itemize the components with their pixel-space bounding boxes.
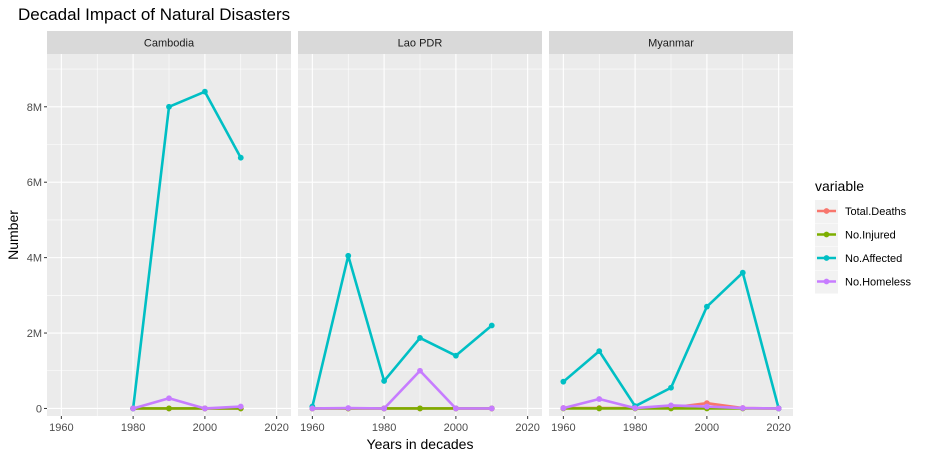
facet-strip — [47, 31, 291, 54]
facet-label: Myanmar — [648, 38, 694, 50]
data-point-no-affected — [668, 384, 674, 391]
y-tick-label: 0 — [36, 403, 42, 415]
data-point-no-homeless — [309, 405, 316, 412]
x-tick-label: 1960 — [49, 422, 73, 434]
data-point-no-homeless — [668, 402, 674, 409]
legend-label: No.Injured — [845, 230, 896, 242]
facet-strip — [298, 31, 542, 54]
y-tick-label: 8M — [27, 102, 42, 114]
data-point-no-homeless — [596, 396, 603, 402]
x-tick-label: 1960 — [300, 422, 324, 434]
facet-label: Cambodia — [144, 38, 195, 50]
data-point-no-homeless — [381, 405, 388, 412]
legend-entry-no-homeless: No.Homeless — [815, 270, 912, 294]
legend-entry-no-affected: No.Affected — [815, 247, 902, 270]
x-tick-label: 1960 — [551, 422, 575, 434]
series-line-no-homeless — [132, 396, 241, 410]
legend-key-point — [823, 278, 830, 285]
data-point-no-homeless — [703, 403, 710, 410]
data-point-no-homeless — [739, 405, 746, 411]
x-tick-label: 2000 — [193, 422, 217, 434]
data-point-no-homeless — [166, 395, 172, 402]
data-point-no-homeless — [632, 405, 639, 411]
legend-label: Total.Deaths — [845, 206, 907, 218]
x-tick-label: 1980 — [623, 422, 647, 434]
y-tick-label: 4M — [27, 253, 42, 265]
legend-label: No.Homeless — [845, 277, 912, 289]
data-point-no-homeless — [452, 405, 459, 412]
chart-title: Decadal Impact of Natural Disasters — [18, 5, 290, 24]
panel-cambodia: Cambodia 1960 1980 2000 2020 0 2M 4M 6M 8M — [27, 31, 291, 434]
panel-lao-pdr: Lao PDR 1960 1980 2000 2020 — [298, 31, 542, 434]
x-axis-title: Years in decades — [367, 436, 474, 452]
x-tick-label: 2000 — [695, 422, 719, 434]
data-point-no-homeless — [201, 405, 208, 412]
panel-myanmar: Myanmar 1960 1980 2000 2020 — [549, 31, 793, 434]
data-point-no-homeless — [560, 405, 567, 411]
data-point-no-homeless — [345, 405, 352, 411]
x-tick-label: 1980 — [372, 422, 396, 434]
legend-entry-total-deaths: Total.Deaths — [815, 200, 907, 223]
x-tick-label: 2020 — [515, 422, 539, 434]
data-point-no-injured — [596, 405, 603, 412]
y-tick-label: 2M — [27, 328, 42, 340]
data-point-no-affected — [201, 88, 208, 95]
legend-key-point — [823, 208, 830, 214]
facet-strip — [549, 31, 793, 54]
legend-title: variable — [815, 178, 864, 194]
facet-label: Lao PDR — [398, 38, 443, 50]
series-line-no-affected — [311, 254, 493, 407]
data-point-no-homeless — [130, 405, 137, 412]
legend-entry-no-injured: No.Injured — [815, 223, 896, 247]
data-point-no-injured — [166, 405, 172, 412]
data-point-no-affected — [488, 322, 495, 329]
data-point-no-homeless — [237, 403, 244, 410]
data-point-no-affected — [596, 348, 603, 355]
series-line-no-homeless — [312, 369, 492, 410]
x-tick-label: 1980 — [121, 422, 145, 434]
panels: Cambodia 1960 1980 2000 2020 0 2M 4M 6M 8M Lao PDR… — [27, 31, 793, 434]
x-tick-label: 2000 — [444, 422, 468, 434]
y-tick-label: 6M — [27, 177, 42, 189]
data-point-no-homeless — [775, 405, 782, 412]
y-axis-title: Number — [5, 210, 21, 260]
data-point-no-affected — [345, 252, 352, 259]
data-point-no-affected — [237, 154, 244, 161]
data-point-no-affected — [739, 269, 746, 276]
x-tick-label: 2020 — [264, 422, 288, 434]
legend: variable Total.Deaths No.Injured No.Affect… — [815, 178, 912, 294]
data-point-no-homeless — [488, 405, 495, 412]
data-point-no-affected — [703, 303, 710, 310]
data-point-no-affected — [560, 378, 567, 385]
legend-key-point — [823, 255, 830, 261]
data-point-no-affected — [452, 352, 459, 359]
data-point-no-homeless — [417, 367, 423, 374]
data-point-no-affected — [166, 103, 172, 110]
data-point-no-injured — [417, 405, 423, 412]
x-tick-label: 2020 — [766, 422, 790, 434]
data-point-no-affected — [417, 335, 423, 341]
legend-key-point — [823, 231, 830, 238]
legend-label: No.Affected — [845, 253, 902, 265]
data-point-no-affected — [381, 378, 388, 384]
series-line-no-affected — [131, 90, 242, 409]
